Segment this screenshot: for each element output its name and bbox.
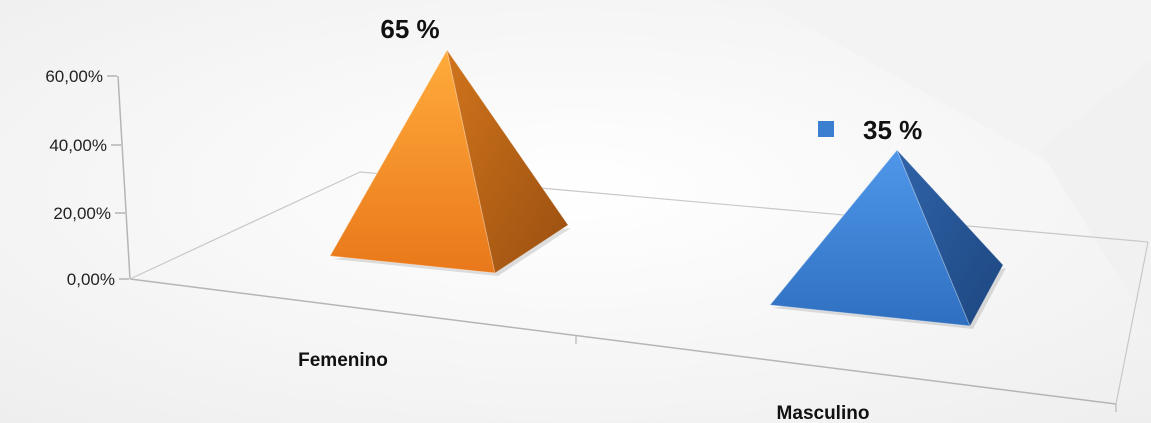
y-tick-label: 60,00% [45, 67, 103, 86]
data-label: 35 % [863, 115, 922, 145]
y-tick-label: 40,00% [49, 136, 107, 155]
floor-front-edge [129, 278, 1117, 405]
floor-right-edge [1115, 241, 1149, 405]
pyramid-series [329, 48, 1006, 329]
data-label: 65 % [380, 14, 439, 44]
category-label: Masculino [777, 403, 870, 423]
floor-left-edge [129, 171, 361, 280]
pyramid-femenino [329, 48, 571, 276]
category-labels: Femenino Masculino [298, 350, 869, 423]
data-labels: 65 % 35 % [380, 14, 922, 145]
category-label: Femenino [298, 350, 388, 371]
pyramid-masculino [769, 149, 1006, 329]
y-axis-ticks: 0,00% 20,00% 40,00% 60,00% [45, 67, 129, 289]
pyramid-side-face [896, 149, 1004, 328]
data-label-key [818, 121, 834, 137]
pyramid-side-face [446, 49, 569, 274]
y-tick-label: 20,00% [53, 204, 111, 223]
y-tick-label: 0,00% [67, 270, 115, 289]
y-axis-line [117, 75, 131, 280]
